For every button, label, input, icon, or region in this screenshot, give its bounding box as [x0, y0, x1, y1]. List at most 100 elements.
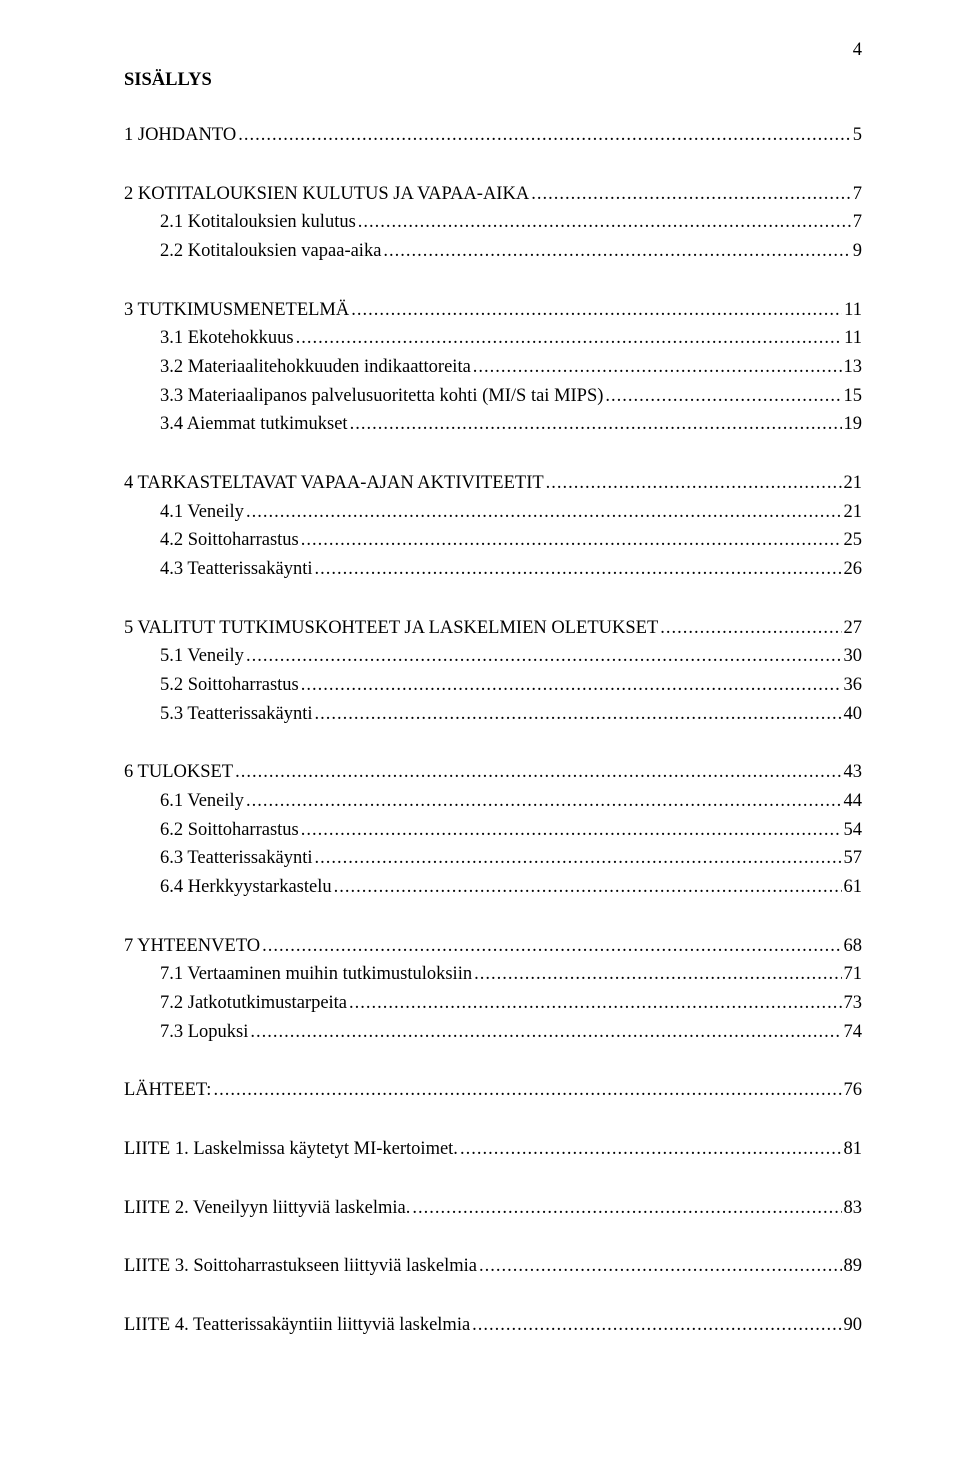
toc-leader-dots [531, 180, 851, 209]
toc-entry-page: 21 [844, 469, 863, 498]
toc-leader-dots [246, 787, 842, 816]
toc-entry: 7 YHTEENVETO68 [124, 932, 862, 961]
toc-entry: 7.2 Jatkotutkimustarpeita73 [160, 989, 862, 1018]
toc-group: LIITE 1. Laskelmissa käytetyt MI-kertoim… [124, 1135, 862, 1164]
toc-entry-page: 9 [853, 237, 862, 266]
toc-entry: 3.1 Ekotehokkuus 11 [160, 324, 862, 353]
toc-entry: LÄHTEET: 76 [124, 1076, 862, 1105]
toc-entry-page: 36 [844, 671, 863, 700]
toc-entry: 2.2 Kotitalouksien vapaa-aika9 [160, 237, 862, 266]
toc-entry: 4.1 Veneily 21 [160, 498, 862, 527]
toc-entry-page: 43 [844, 758, 863, 787]
toc-leader-dots [460, 1135, 842, 1164]
toc-entry-label: 2 KOTITALOUKSIEN KULUTUS JA VAPAA-AIKA [124, 180, 529, 209]
toc-entry-label: LIITE 4. Teatterissakäyntiin liittyviä l… [124, 1311, 470, 1340]
toc-entry-page: 5 [853, 121, 862, 150]
toc-group: 7 YHTEENVETO687.1 Vertaaminen muihin tut… [124, 932, 862, 1047]
toc-entry: 7.3 Lopuksi74 [160, 1018, 862, 1047]
toc-entry-label: LIITE 3. Soittoharrastukseen liittyviä l… [124, 1252, 477, 1281]
toc-entry-label: LÄHTEET: [124, 1076, 211, 1105]
toc-entry-page: 7 [853, 180, 862, 209]
toc-entry-page: 26 [844, 555, 863, 584]
toc-entry-page: 76 [844, 1076, 863, 1105]
toc-entry-label: 6.2 Soittoharrastus [160, 816, 299, 845]
toc-leader-dots [351, 296, 842, 325]
toc-entry-label: 6.4 Herkkyystarkastelu [160, 873, 332, 902]
toc-leader-dots [660, 614, 841, 643]
toc-entry-page: 73 [844, 989, 863, 1018]
toc-group: LÄHTEET: 76 [124, 1076, 862, 1105]
toc-entry: 7.1 Vertaaminen muihin tutkimustuloksiin… [160, 960, 862, 989]
toc-leader-dots [296, 324, 843, 353]
toc-entry: 3.4 Aiemmat tutkimukset19 [160, 410, 862, 439]
toc-title: SISÄLLYS [124, 70, 862, 91]
toc-leader-dots [334, 873, 842, 902]
toc-leader-dots [412, 1194, 841, 1223]
toc-entry-label: 2.1 Kotitalouksien kulutus [160, 208, 356, 237]
toc-group: LIITE 4. Teatterissakäyntiin liittyviä l… [124, 1311, 862, 1340]
toc-entry: 5 VALITUT TUTKIMUSKOHTEET JA LASKELMIEN … [124, 614, 862, 643]
toc-leader-dots [262, 932, 841, 961]
toc-leader-dots [472, 1311, 841, 1340]
toc-entry-page: 7 [853, 208, 862, 237]
toc-entry: 5.1 Veneily 30 [160, 642, 862, 671]
toc-entry-label: 6.1 Veneily [160, 787, 244, 816]
toc-entry-page: 54 [844, 816, 863, 845]
toc-entry: 3.2 Materiaalitehokkuuden indikaattoreit… [160, 353, 862, 382]
toc-entry-page: 30 [844, 642, 863, 671]
toc-leader-dots [605, 382, 841, 411]
toc-entry: 3.3 Materiaalipanos palvelusuoritetta ko… [160, 382, 862, 411]
toc-entry-page: 21 [844, 498, 863, 527]
toc-entry-page: 44 [844, 787, 863, 816]
toc-entry: 2.1 Kotitalouksien kulutus 7 [160, 208, 862, 237]
toc-entry-label: 5.3 Teatterissakäynti [160, 700, 313, 729]
toc-entry: LIITE 3. Soittoharrastukseen liittyviä l… [124, 1252, 862, 1281]
toc-leader-dots [546, 469, 842, 498]
toc-entry-label: LIITE 2. Veneilyyn liittyviä laskelmia. [124, 1194, 410, 1223]
toc-group: LIITE 3. Soittoharrastukseen liittyviä l… [124, 1252, 862, 1281]
toc-container: 1 JOHDANTO5 2 KOTITALOUKSIEN KULUTUS JA V… [124, 121, 862, 1340]
toc-entry: 1 JOHDANTO5 [124, 121, 862, 150]
toc-entry-label: 4.1 Veneily [160, 498, 244, 527]
toc-leader-dots [235, 758, 841, 787]
toc-entry-label: 6.3 Teatterissakäynti [160, 844, 313, 873]
toc-entry-label: 7 YHTEENVETO [124, 932, 260, 961]
toc-entry: 6.4 Herkkyystarkastelu61 [160, 873, 862, 902]
toc-entry-label: 6 TULOKSET [124, 758, 233, 787]
toc-entry-label: 4.3 Teatterissakäynti [160, 555, 313, 584]
toc-entry: 6.1 Veneily 44 [160, 787, 862, 816]
toc-entry-label: 3.1 Ekotehokkuus [160, 324, 294, 353]
toc-leader-dots [250, 1018, 841, 1047]
toc-entry: 4.2 Soittoharrastus25 [160, 526, 862, 555]
toc-leader-dots [301, 671, 842, 700]
toc-leader-dots [315, 555, 842, 584]
toc-leader-dots [301, 526, 842, 555]
toc-entry-label: 3 TUTKIMUSMENETELMÄ [124, 296, 349, 325]
toc-entry-label: 4 TARKASTELTAVAT VAPAA-AJAN AKTIVITEETIT [124, 469, 544, 498]
toc-entry-page: 71 [844, 960, 863, 989]
toc-leader-dots [315, 844, 842, 873]
toc-entry: 4 TARKASTELTAVAT VAPAA-AJAN AKTIVITEETIT… [124, 469, 862, 498]
toc-leader-dots [349, 989, 841, 1018]
toc-entry-label: 3.2 Materiaalitehokkuuden indikaattoreit… [160, 353, 471, 382]
toc-entry-page: 90 [844, 1311, 863, 1340]
toc-leader-dots [213, 1076, 841, 1105]
toc-entry-page: 15 [844, 382, 863, 411]
toc-entry-page: 83 [844, 1194, 863, 1223]
toc-group: 2 KOTITALOUKSIEN KULUTUS JA VAPAA-AIKA72… [124, 180, 862, 266]
toc-entry-label: 5 VALITUT TUTKIMUSKOHTEET JA LASKELMIEN … [124, 614, 658, 643]
page-number: 4 [853, 40, 862, 61]
toc-leader-dots [315, 700, 842, 729]
toc-leader-dots [383, 237, 850, 266]
toc-entry-label: 3.3 Materiaalipanos palvelusuoritetta ko… [160, 382, 603, 411]
toc-leader-dots [246, 642, 842, 671]
toc-group: 6 TULOKSET436.1 Veneily446.2 Soittoharra… [124, 758, 862, 901]
toc-entry: 6.2 Soittoharrastus 54 [160, 816, 862, 845]
toc-entry-label: 4.2 Soittoharrastus [160, 526, 299, 555]
toc-entry: LIITE 4. Teatterissakäyntiin liittyviä l… [124, 1311, 862, 1340]
toc-entry-page: 11 [844, 324, 862, 353]
toc-leader-dots [358, 208, 851, 237]
toc-entry-label: 5.1 Veneily [160, 642, 244, 671]
toc-entry-label: LIITE 1. Laskelmissa käytetyt MI-kertoim… [124, 1135, 458, 1164]
toc-group: 3 TUTKIMUSMENETELMÄ113.1 Ekotehokkuus113… [124, 296, 862, 439]
